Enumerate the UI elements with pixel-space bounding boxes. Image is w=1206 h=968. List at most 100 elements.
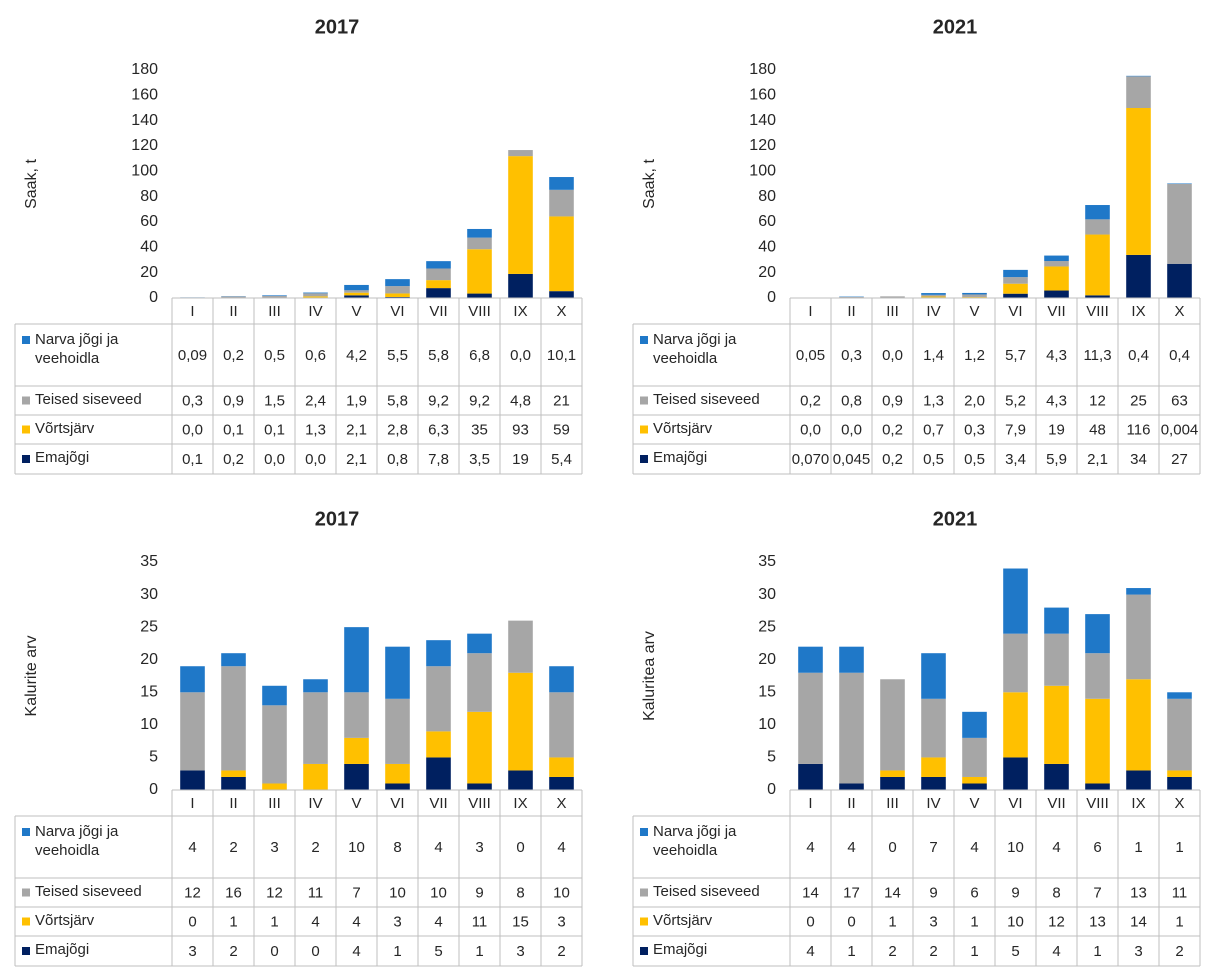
y-tick-label: 100 <box>131 163 158 180</box>
bar-segment <box>221 296 246 298</box>
bar-segment <box>344 692 369 738</box>
bar-segment <box>221 770 246 777</box>
table-value: 0,3 <box>964 421 985 438</box>
table-value: 19 <box>1048 421 1065 438</box>
legend-marker <box>640 425 648 434</box>
bar-segment <box>344 763 369 790</box>
bar-segment <box>549 692 574 758</box>
x-tick-label: VII <box>429 795 447 812</box>
bar-segment <box>1085 783 1110 790</box>
y-tick-label: 160 <box>131 87 158 104</box>
y-tick-label: 30 <box>758 586 776 603</box>
legend-label: Teised siseveed <box>653 883 760 900</box>
legend-label: Teised siseveed <box>35 883 142 900</box>
y-tick-label: 40 <box>140 239 158 256</box>
bar-segment <box>1167 183 1192 184</box>
bar-segment <box>921 776 946 790</box>
table-value: 1 <box>888 913 896 930</box>
x-tick-label: IV <box>926 795 940 812</box>
bar-segment <box>1085 219 1110 235</box>
bar-segment <box>508 672 533 771</box>
table-value: 1,9 <box>346 392 367 409</box>
y-tick-label: 0 <box>767 781 776 798</box>
bar-segment <box>303 692 328 764</box>
table-value: 0,3 <box>182 392 203 409</box>
table-value: 0,004 <box>1161 421 1199 438</box>
legend-label: Võrtsjärv <box>35 420 95 437</box>
x-tick-label: I <box>190 303 194 320</box>
table-value: 4,3 <box>1046 392 1067 409</box>
bar-segment <box>385 698 410 764</box>
y-tick-label: 160 <box>749 87 776 104</box>
table-value: 12 <box>1048 913 1065 930</box>
x-tick-label: I <box>808 795 812 812</box>
x-tick-label: I <box>808 303 812 320</box>
bar-segment <box>221 653 246 667</box>
bar-segment <box>303 763 328 790</box>
y-tick-label: 20 <box>140 651 158 668</box>
y-tick-label: 10 <box>140 716 158 733</box>
table-value: 4 <box>970 839 978 856</box>
table-value: 1,5 <box>264 392 285 409</box>
x-tick-label: X <box>556 303 566 320</box>
y-tick-label: 15 <box>140 684 158 701</box>
x-tick-label: IX <box>1131 795 1145 812</box>
legend-marker <box>22 888 30 897</box>
table-value: 0,09 <box>178 347 207 364</box>
table-value: 3 <box>188 943 196 960</box>
bar-segment <box>962 783 987 790</box>
bar-segment <box>467 237 492 250</box>
y-tick-label: 180 <box>131 61 158 78</box>
legend-marker <box>22 947 30 955</box>
y-tick-label: 20 <box>140 264 158 281</box>
table-value: 7 <box>352 884 360 901</box>
bar-segment <box>508 150 533 157</box>
bar-segment <box>1044 633 1069 686</box>
table-value: 0,0 <box>305 451 326 468</box>
table-value: 4 <box>806 943 814 960</box>
bar-segment <box>344 284 369 291</box>
x-tick-label: V <box>351 303 361 320</box>
table-value: 1 <box>1134 839 1142 856</box>
table-value: 5,7 <box>1005 347 1026 364</box>
table-value: 3 <box>557 913 565 930</box>
x-tick-label: X <box>1174 795 1184 812</box>
x-tick-label: II <box>847 795 855 812</box>
bar-segment <box>262 295 287 296</box>
y-tick-label: 140 <box>749 112 776 129</box>
table-value: 2,1 <box>346 451 367 468</box>
table-value: 8 <box>516 884 524 901</box>
bar-segment <box>467 228 492 238</box>
legend-label: Võrtsjärv <box>653 420 713 437</box>
table-value: 6,3 <box>428 421 449 438</box>
bar-segment <box>1003 633 1028 693</box>
bar-segment <box>221 776 246 790</box>
bar-segment <box>798 763 823 790</box>
legend-entry: Võrtsjärv <box>653 912 712 929</box>
bar-segment <box>1126 679 1151 771</box>
bar-segment <box>262 295 287 298</box>
bar-segment <box>549 666 574 693</box>
y-tick-label: 25 <box>758 618 776 635</box>
bar-segment <box>262 705 287 784</box>
legend-label: Emajõgi <box>35 449 90 466</box>
legend-marker <box>22 425 30 434</box>
legend-label: Narva jõgi ja veehoidla <box>653 823 737 859</box>
table-value: 9 <box>475 884 483 901</box>
bar-segment <box>921 294 946 297</box>
bar-segment <box>1167 776 1192 790</box>
bar-segment <box>303 293 328 297</box>
bar-segment <box>508 273 533 298</box>
y-tick-label: 80 <box>140 188 158 205</box>
table-value: 0,2 <box>882 421 903 438</box>
table-value: 0 <box>847 913 855 930</box>
legend-label: Narva jõgi ja veehoidla <box>35 823 119 859</box>
bar-segment <box>426 757 451 790</box>
table-value: 10 <box>348 839 365 856</box>
table-value: 1 <box>393 943 401 960</box>
table-value: 4 <box>434 913 442 930</box>
bar-segment <box>1126 594 1151 680</box>
legend-label: Teised siseveed <box>35 391 142 408</box>
y-tick-label: 0 <box>149 781 158 798</box>
table-value: 1,3 <box>305 421 326 438</box>
